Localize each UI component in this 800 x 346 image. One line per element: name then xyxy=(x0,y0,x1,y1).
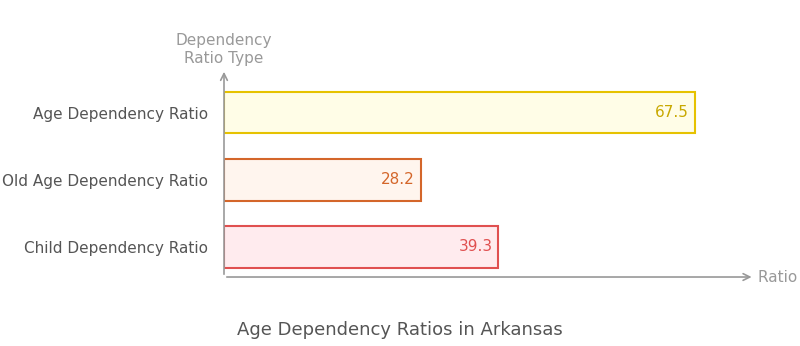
Text: 39.3: 39.3 xyxy=(458,239,493,254)
Bar xyxy=(224,92,694,134)
Bar xyxy=(224,159,421,201)
Text: Dependency
Ratio Type: Dependency Ratio Type xyxy=(176,33,272,66)
Text: 67.5: 67.5 xyxy=(655,105,689,120)
Text: Ratio Value: Ratio Value xyxy=(758,270,800,284)
Text: 28.2: 28.2 xyxy=(382,172,415,187)
Text: Age Dependency Ratios in Arkansas: Age Dependency Ratios in Arkansas xyxy=(237,321,563,339)
Bar xyxy=(224,226,498,267)
